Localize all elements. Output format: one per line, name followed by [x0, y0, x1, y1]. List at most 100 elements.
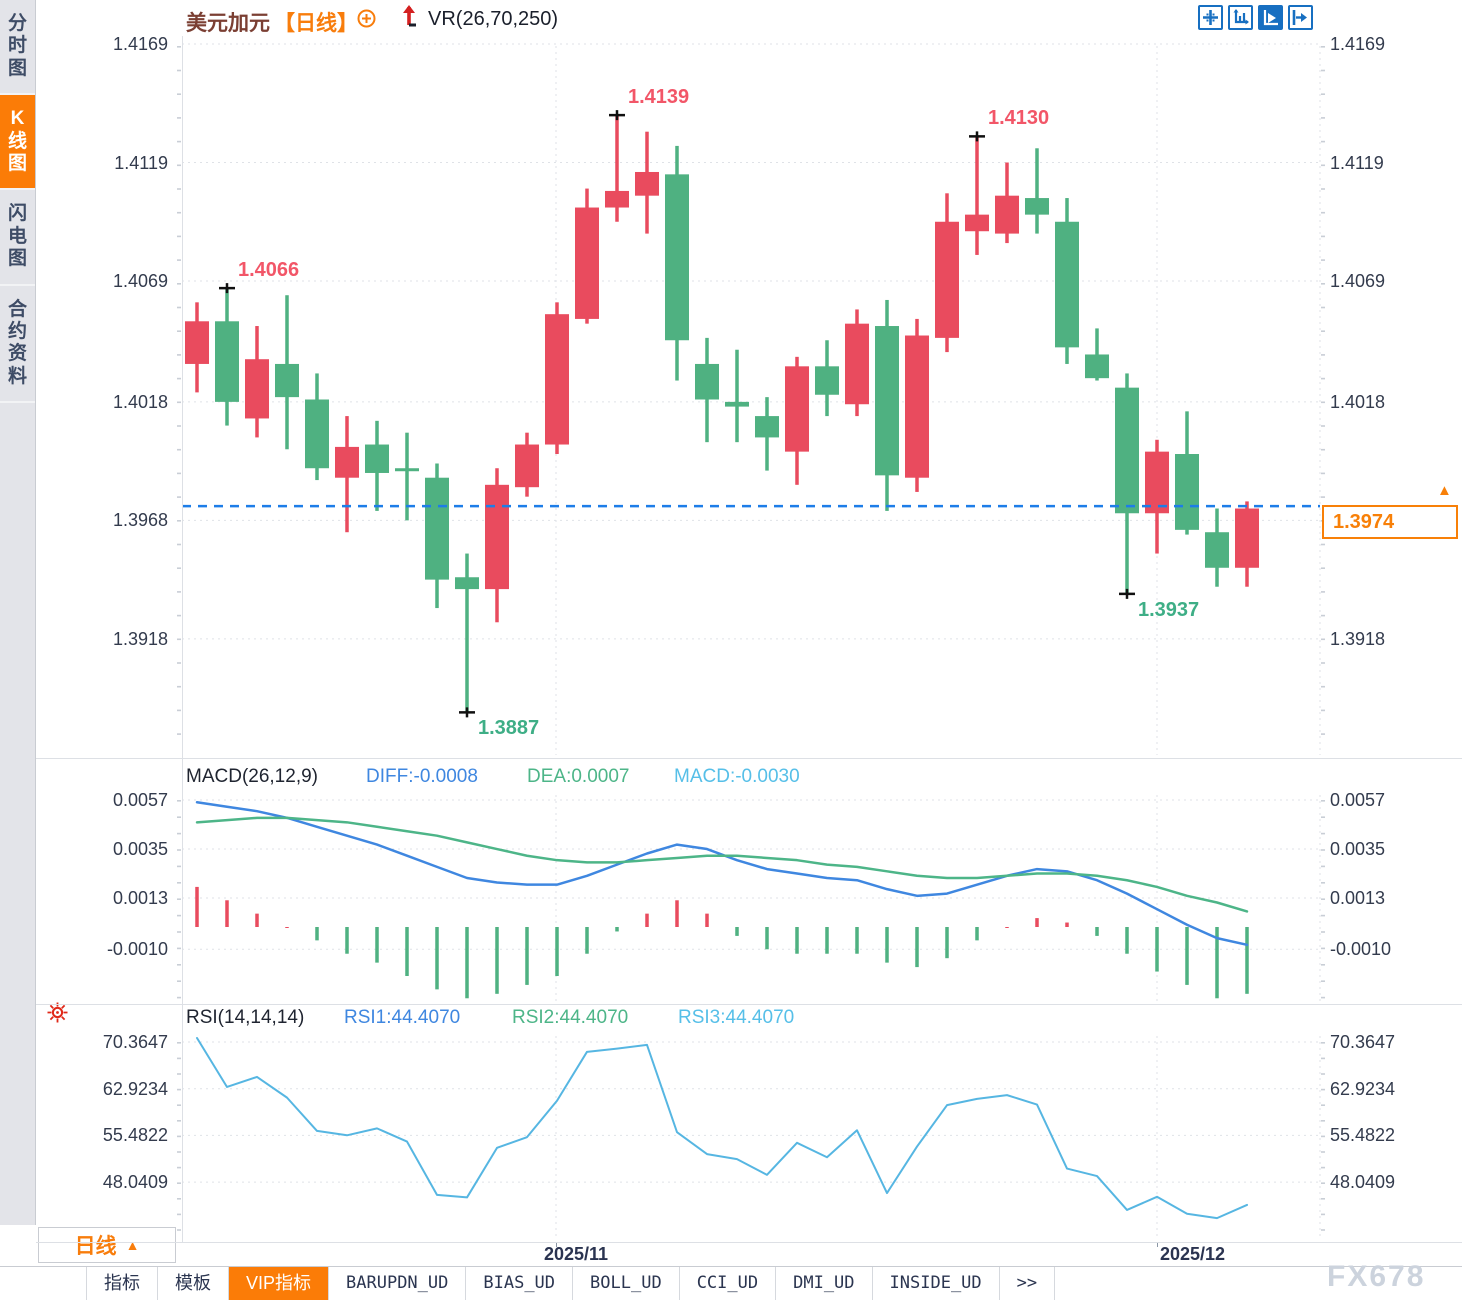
high-annotation: 1.4130: [988, 107, 1050, 130]
candle-3[interactable]: [275, 363, 299, 398]
candle-31[interactable]: [1115, 387, 1139, 514]
price-tick-label: 1.3918: [112, 628, 168, 649]
tab-templates[interactable]: 模板: [158, 1267, 229, 1300]
sidebar-tab-kline-chart[interactable]: K 线 图: [0, 95, 35, 191]
candle-1[interactable]: [215, 321, 239, 402]
price-tick-label: 1.4018: [1330, 391, 1386, 412]
candle-13[interactable]: [575, 207, 599, 319]
high-annotation: 1.4066: [238, 259, 300, 282]
macd-tick-label: 0.0035: [112, 839, 168, 860]
rsi-tick-label: 70.3647: [102, 1032, 168, 1052]
candle-7[interactable]: [395, 468, 419, 472]
rsi1-value: RSI1:44.4070: [344, 1007, 461, 1028]
candle-33[interactable]: [1175, 454, 1199, 530]
rsi-tick-label: 62.9234: [1330, 1078, 1396, 1099]
price-tick-label: 1.4069: [1330, 271, 1386, 291]
tab-barupdn-ud[interactable]: BARUPDN_UD: [329, 1267, 467, 1300]
low-annotation: 1.3887: [478, 717, 540, 740]
tab-bar-spacer: [0, 1267, 87, 1300]
macd-value: MACD:-0.0030: [674, 766, 800, 787]
macd-params-label[interactable]: MACD(26,12,9): [186, 766, 318, 787]
candle-15[interactable]: [635, 171, 659, 196]
candle-5[interactable]: [335, 446, 359, 478]
rsi-settings-sun-icon[interactable]: [46, 1001, 69, 1024]
auto-scale-icon[interactable]: [1258, 5, 1283, 30]
candle-4[interactable]: [305, 399, 329, 469]
macd-dea-value: DEA:0.0007: [527, 766, 630, 787]
rsi-tick-label: 55.4822: [1330, 1125, 1396, 1146]
collapse-panel-icon[interactable]: [1288, 5, 1313, 30]
tab-more[interactable]: >>: [1000, 1267, 1056, 1300]
high-annotation: 1.4139: [628, 86, 690, 109]
price-tick-label: 1.4169: [1330, 34, 1386, 54]
candle-35[interactable]: [1235, 508, 1259, 568]
rsi-tick-label: 48.0409: [1330, 1172, 1396, 1193]
tab-bias-ud[interactable]: BIAS_UD: [466, 1267, 574, 1300]
candle-10[interactable]: [485, 484, 509, 590]
candle-2[interactable]: [245, 359, 269, 419]
rsi-layer: [196, 1037, 1248, 1220]
macd-tick-label: -0.0010: [106, 939, 168, 960]
candle-28[interactable]: [1025, 198, 1049, 215]
chevron-up-icon: ▲: [125, 1237, 140, 1253]
macd-tick-label: 0.0035: [1330, 839, 1386, 860]
date-label: 2025/12: [1160, 1244, 1226, 1264]
price-tick-label: 1.4018: [112, 391, 168, 412]
candle-12[interactable]: [545, 314, 569, 445]
price-tick-label: 1.3918: [1330, 628, 1386, 649]
candle-32[interactable]: [1145, 451, 1169, 514]
tab-boll-ud[interactable]: BOLL_UD: [573, 1267, 680, 1300]
overlay-indicator-label[interactable]: VR(26,70,250): [428, 8, 559, 30]
candles-layer: [185, 115, 1259, 713]
candle-29[interactable]: [1055, 221, 1079, 348]
period-selector-button[interactable]: 日线 ▲: [38, 1227, 176, 1263]
candle-23[interactable]: [875, 326, 899, 476]
candle-14[interactable]: [605, 190, 629, 208]
candle-25[interactable]: [935, 221, 959, 338]
rsi2-value: RSI2:44.4070: [512, 1007, 629, 1028]
candle-8[interactable]: [425, 477, 449, 580]
plot-left-border: [182, 36, 183, 1242]
sidebar-tab-lightning-chart[interactable]: 闪 电 图: [0, 190, 35, 286]
add-indicator-icon[interactable]: [357, 9, 376, 28]
axis-range-icon[interactable]: [1228, 5, 1253, 30]
rsi-params-label[interactable]: RSI(14,14,14): [186, 1007, 305, 1028]
price-tick-label: 1.4169: [112, 34, 168, 54]
panel-separator: [36, 758, 1462, 759]
candle-34[interactable]: [1205, 532, 1229, 568]
candle-11[interactable]: [515, 444, 539, 488]
candle-17[interactable]: [695, 363, 719, 400]
tab-vip-indicators[interactable]: VIP指标: [229, 1267, 330, 1300]
sidebar-tab-contract-info[interactable]: 合 约 资 料: [0, 286, 35, 404]
rsi-tick-label: 62.9234: [102, 1078, 168, 1099]
macd-tick-label: 0.0057: [112, 790, 168, 811]
candle-26[interactable]: [965, 214, 989, 232]
pan-icon[interactable]: [1198, 5, 1223, 30]
candle-6[interactable]: [365, 444, 389, 473]
panel-separator: [36, 1004, 1462, 1005]
candle-20[interactable]: [785, 366, 809, 452]
current-price-tag: 1.3974: [1322, 505, 1458, 539]
candle-24[interactable]: [905, 335, 929, 478]
candle-18[interactable]: [725, 401, 749, 407]
tab-cci-ud[interactable]: CCI_UD: [680, 1267, 777, 1300]
candle-30[interactable]: [1085, 354, 1109, 379]
tab-inside-ud[interactable]: INSIDE_UD: [873, 1267, 1000, 1300]
candle-16[interactable]: [665, 174, 689, 341]
macd-tick-label: 0.0013: [1330, 888, 1386, 909]
price-tick-label: 1.4119: [1330, 152, 1384, 173]
sidebar-tab-time-chart[interactable]: 分 时 图: [0, 0, 35, 96]
candle-9[interactable]: [455, 577, 479, 590]
candle-22[interactable]: [845, 323, 869, 405]
candle-19[interactable]: [755, 416, 779, 438]
price-tick-label: 1.4069: [112, 271, 168, 291]
indicator-tab-bar: 指标 模板 VIP指标 BARUPDN_UD BIAS_UD BOLL_UD CCI_UD D…: [0, 1266, 1462, 1300]
candle-21[interactable]: [815, 366, 839, 395]
tab-dmi-ud[interactable]: DMI_UD: [776, 1267, 873, 1300]
candle-0[interactable]: [185, 321, 209, 364]
tab-indicators[interactable]: 指标: [87, 1267, 158, 1300]
candle-27[interactable]: [995, 195, 1019, 234]
low-annotation: 1.3937: [1138, 598, 1200, 621]
